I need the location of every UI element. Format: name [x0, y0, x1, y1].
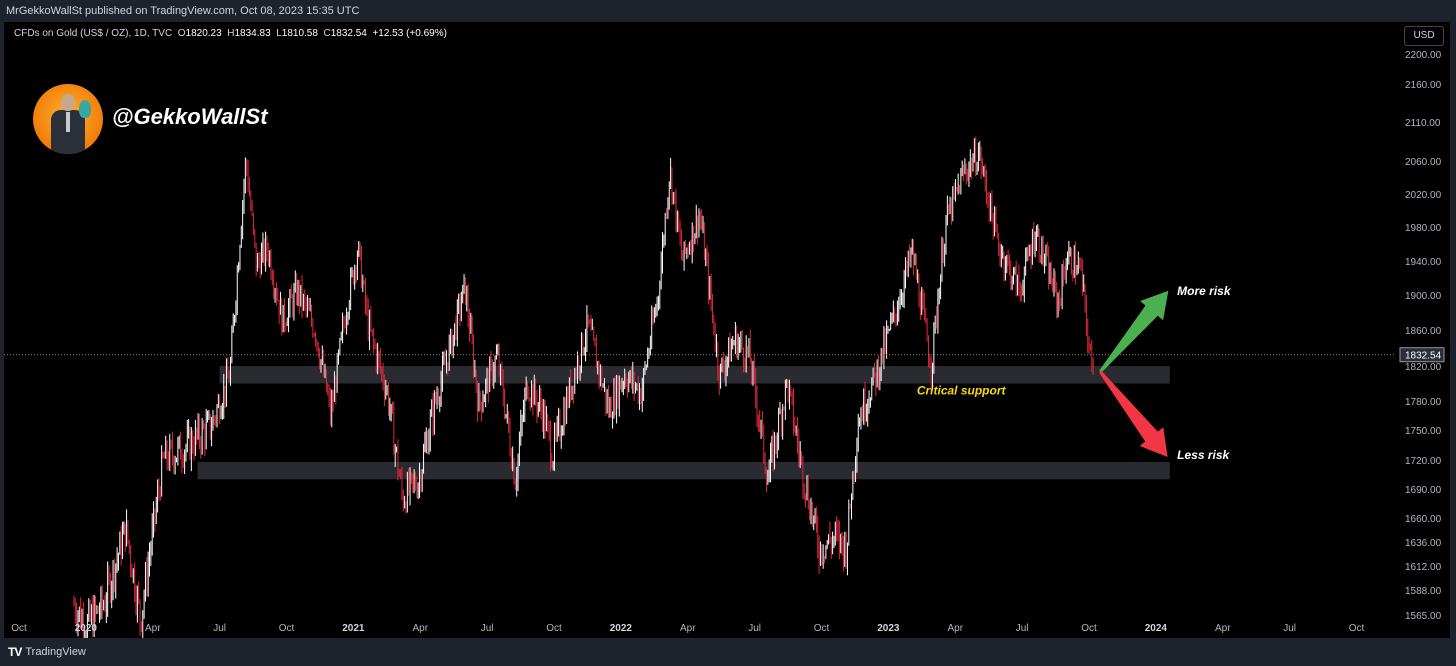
open-label: O: [177, 28, 186, 39]
critical-support-label: Critical support: [917, 384, 1007, 398]
y-tick-label: 1636.00: [1405, 538, 1442, 549]
x-axis: Oct 2020 Apr Jul Oct 2021 Apr Jul Oct 2022 Apr Jul O…: [11, 623, 1364, 634]
x-tick-label: Oct: [1349, 623, 1365, 634]
zones: [197, 366, 1170, 480]
y-tick-label: 1565.00: [1405, 611, 1442, 622]
y-tick-label: 1720.00: [1405, 456, 1442, 467]
avatar: [33, 84, 103, 154]
watermark-handle: @GekkoWallSt: [112, 104, 268, 129]
y-tick-label: 1900.00: [1405, 291, 1442, 302]
avatar-tie: [66, 112, 70, 132]
chart-pane[interactable]: [4, 22, 1450, 638]
annotations: Critical support More risk Less risk: [917, 284, 1232, 462]
support-zone: [197, 461, 1170, 480]
x-tick-label: Oct: [546, 623, 562, 634]
more-risk-arrow: [1099, 290, 1169, 373]
change-value: +12.53 (+0.69%): [372, 28, 447, 39]
x-tick-label: 2024: [1145, 623, 1168, 634]
x-tick-label: 2021: [342, 623, 365, 634]
y-tick-label: 1588.00: [1405, 586, 1442, 597]
x-tick-label: Jul: [481, 623, 494, 634]
x-tick-label: Apr: [947, 623, 963, 634]
x-tick-label: Jul: [1283, 623, 1296, 634]
arrows: [1099, 290, 1169, 457]
y-tick-label: 1690.00: [1405, 485, 1442, 496]
y-tick-label: 1660.00: [1405, 514, 1442, 525]
high-value: 1834.83: [234, 28, 271, 39]
x-tick-label: Oct: [1081, 623, 1097, 634]
published-header: MrGekkoWallSt published on TradingView.c…: [0, 0, 1456, 22]
open-value: 1820.23: [185, 28, 222, 39]
y-tick-label: 2110.00: [1405, 118, 1441, 129]
x-tick-label: Apr: [680, 623, 696, 634]
y-tick-label: 1980.00: [1405, 223, 1442, 234]
x-tick-label: Apr: [412, 623, 428, 634]
y-tick-label: 1750.00: [1405, 426, 1442, 437]
avatar-bird: [79, 100, 91, 118]
less-risk-label: Less risk: [1177, 448, 1230, 462]
symbol-name: CFDs on Gold (US$ / OZ), 1D, TVC: [14, 28, 173, 39]
footer-bar: [0, 638, 1456, 666]
y-tick-label: 2060.00: [1405, 157, 1442, 168]
x-tick-label: 2023: [877, 623, 900, 634]
tradingview-brand[interactable]: TV TradingView: [8, 645, 86, 659]
x-tick-label: Apr: [145, 623, 161, 634]
x-tick-label: Oct: [279, 623, 295, 634]
x-tick-label: 2020: [75, 623, 98, 634]
y-tick-label: 1780.00: [1405, 397, 1442, 408]
last-price-label: 1832.54: [1405, 351, 1442, 362]
ohlc-legend: CFDs on Gold (US$ / OZ), 1D, TVC O1820.2…: [14, 28, 447, 39]
close-label: C: [323, 28, 331, 39]
y-tick-label: 1940.00: [1405, 257, 1442, 268]
y-tick-label: 2020.00: [1405, 190, 1442, 201]
close-value: 1832.54: [330, 28, 367, 39]
last-price-tag: [1399, 347, 1445, 363]
y-axis: 1565.00 1588.00 1612.00 1636.00 1660.00 1690.…: [1399, 50, 1445, 622]
brand-label: TradingView: [25, 646, 86, 658]
y-tick-label: 1860.00: [1405, 326, 1442, 337]
more-risk-label: More risk: [1177, 284, 1232, 298]
high-label: H: [227, 28, 235, 39]
y-tick-label: 1820.00: [1405, 362, 1442, 373]
low-value: 1810.58: [281, 28, 318, 39]
y-tick-label: 2200.00: [1405, 50, 1442, 61]
less-risk-arrow: [1099, 370, 1168, 457]
x-tick-label: Apr: [1215, 623, 1231, 634]
x-tick-label: Jul: [213, 623, 226, 634]
x-tick-label: 2022: [610, 623, 633, 634]
x-tick-label: Jul: [748, 623, 761, 634]
y-tick-label: 1612.00: [1405, 562, 1442, 573]
avatar-head: [61, 94, 75, 111]
x-tick-label: Oct: [814, 623, 830, 634]
y-tick-label: 2160.00: [1405, 80, 1442, 91]
tradingview-logo-icon: TV: [8, 645, 22, 659]
low-label: L: [276, 28, 282, 39]
currency-button[interactable]: USD: [1404, 26, 1444, 46]
support-zone: [219, 366, 1170, 384]
candles: [73, 136, 1094, 653]
x-tick-label: Jul: [1016, 623, 1029, 634]
x-tick-label: Oct: [11, 623, 27, 634]
